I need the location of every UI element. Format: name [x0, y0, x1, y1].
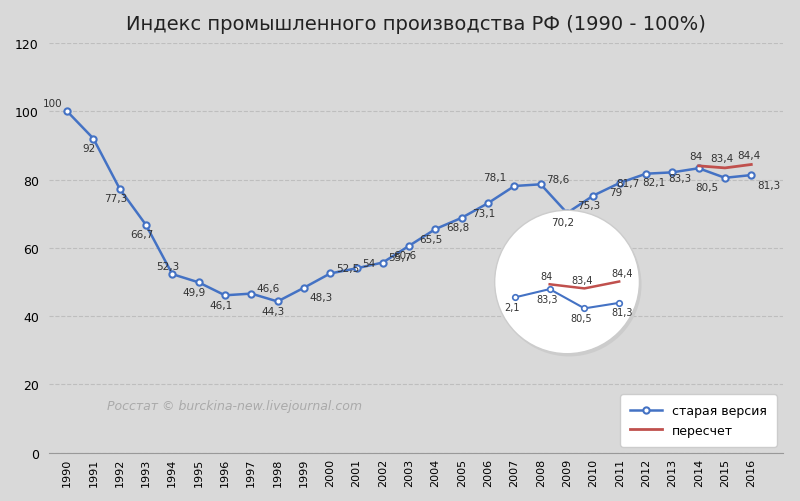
Text: 73,1: 73,1 [472, 208, 495, 218]
Text: 83,3: 83,3 [536, 294, 558, 304]
Text: 49,9: 49,9 [183, 287, 206, 297]
Text: 2,1: 2,1 [505, 302, 520, 312]
Text: 100: 100 [43, 99, 63, 108]
Text: 80,5: 80,5 [571, 313, 593, 323]
пересчет [720, 165, 730, 171]
старая версия [89, 136, 98, 142]
Text: 77,3: 77,3 [104, 194, 127, 204]
старая версия [273, 299, 282, 305]
старая версия [141, 222, 150, 228]
старая версия [589, 193, 598, 199]
Text: 78,1: 78,1 [483, 173, 506, 183]
старая версия [667, 170, 677, 176]
Ellipse shape [497, 213, 642, 357]
старая версия [483, 201, 493, 207]
Text: 83,4: 83,4 [571, 276, 592, 285]
Text: 65,5: 65,5 [420, 234, 443, 244]
Text: 84: 84 [541, 271, 553, 281]
Text: 81,3: 81,3 [757, 180, 780, 190]
Legend: старая версия, пересчет: старая версия, пересчет [621, 394, 777, 446]
старая версия [378, 260, 388, 266]
старая версия [746, 173, 756, 179]
Line: пересчет: пересчет [698, 165, 751, 168]
Text: 78,6: 78,6 [546, 174, 570, 184]
Text: 68,8: 68,8 [446, 223, 470, 233]
старая версия [430, 226, 440, 232]
Text: 52,3: 52,3 [157, 261, 180, 271]
Text: 70,2: 70,2 [551, 218, 574, 228]
Text: 81,7: 81,7 [616, 179, 639, 189]
Text: 46,1: 46,1 [209, 300, 232, 310]
Text: 48,3: 48,3 [310, 293, 333, 303]
старая версия [352, 266, 362, 272]
Text: 83,4: 83,4 [710, 154, 734, 164]
старая версия [167, 272, 177, 278]
старая версия [246, 291, 256, 297]
пересчет [694, 163, 703, 169]
старая версия [115, 186, 125, 192]
пересчет [746, 162, 756, 168]
Text: 52,5: 52,5 [336, 263, 359, 273]
Text: 46,6: 46,6 [257, 283, 280, 293]
Text: 92: 92 [82, 144, 96, 154]
Text: 84,4: 84,4 [737, 150, 760, 160]
старая версия [299, 285, 309, 291]
Text: 80,5: 80,5 [695, 183, 718, 193]
Title: Индекс промышленного производства РФ (1990 - 100%): Индекс промышленного производства РФ (19… [126, 15, 706, 34]
старая версия [694, 166, 703, 172]
Text: 84: 84 [690, 152, 702, 162]
Ellipse shape [494, 211, 639, 354]
Text: 60,6: 60,6 [394, 251, 417, 261]
старая версия [510, 184, 519, 190]
Text: 54: 54 [362, 258, 375, 268]
Text: 81,3: 81,3 [611, 308, 633, 318]
Text: 55,7: 55,7 [388, 252, 412, 262]
Text: 83,3: 83,3 [669, 173, 692, 183]
старая версия [404, 243, 414, 249]
старая версия [562, 210, 572, 216]
Text: 79: 79 [609, 188, 622, 198]
старая версия [615, 180, 625, 186]
старая версия [536, 182, 546, 188]
Line: старая версия: старая версия [64, 109, 754, 305]
старая версия [720, 175, 730, 181]
Text: 66,7: 66,7 [130, 230, 154, 240]
Text: 75,3: 75,3 [578, 201, 601, 210]
Text: 84,4: 84,4 [611, 269, 633, 279]
Text: 44,3: 44,3 [262, 306, 285, 316]
старая версия [326, 271, 335, 277]
Text: Росстат © burckina-new.livejournal.com: Росстат © burckina-new.livejournal.com [107, 399, 362, 412]
старая версия [457, 215, 466, 221]
Text: 82,1: 82,1 [642, 177, 666, 187]
старая версия [194, 280, 203, 286]
старая версия [62, 109, 72, 115]
старая версия [220, 293, 230, 299]
старая версия [642, 171, 651, 177]
